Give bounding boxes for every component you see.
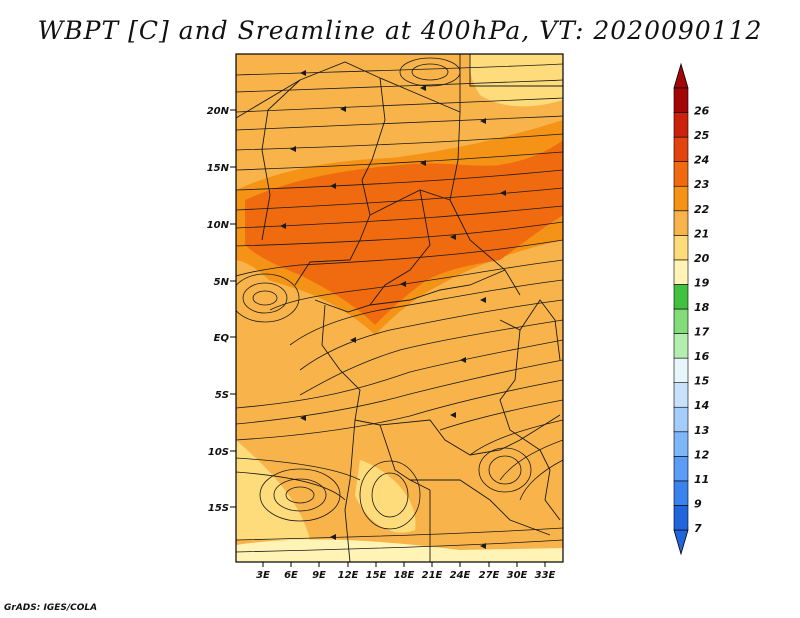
lat-tick-label: 15S <box>208 503 229 514</box>
colorbar-label: 13 <box>694 424 710 437</box>
lon-tick-label: 21E <box>422 570 443 581</box>
colorbar-label: 19 <box>694 276 710 289</box>
lat-tick-label: 5S <box>215 390 229 401</box>
lat-tick-label: 15N <box>207 163 230 174</box>
colorbar-label: 9 <box>694 497 702 510</box>
field-21-west <box>236 260 300 380</box>
colorbar-label: 16 <box>694 350 710 363</box>
colorbar-swatch <box>673 87 689 113</box>
wbpt-field <box>236 54 563 562</box>
colorbar-label: 25 <box>694 129 710 142</box>
colorbar-swatch <box>673 382 689 408</box>
colorbar-swatch <box>673 406 689 433</box>
colorbar-swatch <box>673 235 689 261</box>
colorbar-swatch <box>673 456 689 482</box>
lon-tick-label: 24E <box>450 570 471 581</box>
lat-tick-label: 5N <box>214 277 230 288</box>
colorbar-extend-bottom <box>673 529 689 556</box>
lon-tick-label: 27E <box>479 570 500 581</box>
colorbar-label: 11 <box>694 473 709 486</box>
colorbar-label: 22 <box>694 203 710 216</box>
latitude-axis: 20N 15N 10N 5N EQ 5S 10S 15S <box>207 106 236 514</box>
lat-tick-label: EQ <box>214 333 230 344</box>
colorbar-swatch <box>673 136 689 162</box>
streamline-arrows <box>280 70 506 549</box>
colorbar-swatch <box>673 284 689 310</box>
colorbar-label: 18 <box>694 301 710 314</box>
lon-tick-label: 30E <box>507 570 528 581</box>
country-borders <box>236 54 563 562</box>
map-frame <box>235 53 564 563</box>
lon-tick-label: 12E <box>338 570 359 581</box>
colorbar-swatch <box>673 112 689 138</box>
colorbar: 7 9 11 12 13 14 15 16 17 18 19 20 21 22 23 24 25 26 <box>673 62 710 556</box>
colorbar-label: 7 <box>694 522 702 535</box>
lon-tick-label: 18E <box>394 570 415 581</box>
colorbar-label: 12 <box>694 448 710 461</box>
lat-tick-label: 10N <box>207 220 230 231</box>
colorbar-swatch <box>673 333 689 359</box>
lat-tick-label: 10S <box>208 447 229 458</box>
colorbar-swatch <box>673 185 689 212</box>
colorbar-label: 17 <box>694 326 710 339</box>
colorbar-label: 15 <box>694 375 710 388</box>
colorbar-swatch <box>673 210 689 236</box>
colorbar-swatch <box>673 431 689 457</box>
field-19-bottom <box>236 539 563 562</box>
lon-tick-label: 9E <box>312 570 326 581</box>
field-20-south <box>355 460 416 533</box>
chart-title: WBPT [C] and Sreamline at 400hPa, VT: 20… <box>37 16 763 45</box>
lat-tick-label: 20N <box>207 106 230 117</box>
colorbar-swatch <box>673 259 689 285</box>
colorbar-label: 21 <box>694 227 709 240</box>
colorbar-label: 20 <box>694 252 710 265</box>
lon-tick-label: 6E <box>284 570 298 581</box>
colorbar-label: 23 <box>694 178 710 191</box>
lon-tick-label: 33E <box>535 570 556 581</box>
colorbar-swatch <box>673 308 689 334</box>
grads-credit: GrADS: IGES/COLA <box>4 603 98 613</box>
colorbar-swatch <box>673 357 689 383</box>
streamlines <box>236 57 563 553</box>
colorbar-swatch <box>673 161 689 187</box>
colorbar-swatch <box>673 480 689 506</box>
colorbar-label: 14 <box>694 399 709 412</box>
lon-tick-label: 15E <box>366 570 387 581</box>
field-20-sw <box>236 440 310 540</box>
lon-tick-label: 3E <box>256 570 270 581</box>
colorbar-label: 26 <box>694 105 710 118</box>
longitude-axis: 3E 6E 9E 12E 15E 18E 21E 24E 27E 30E 33E <box>256 562 556 581</box>
colorbar-extend-top <box>673 62 689 89</box>
colorbar-label: 24 <box>694 154 709 167</box>
colorbar-swatch <box>673 505 689 531</box>
